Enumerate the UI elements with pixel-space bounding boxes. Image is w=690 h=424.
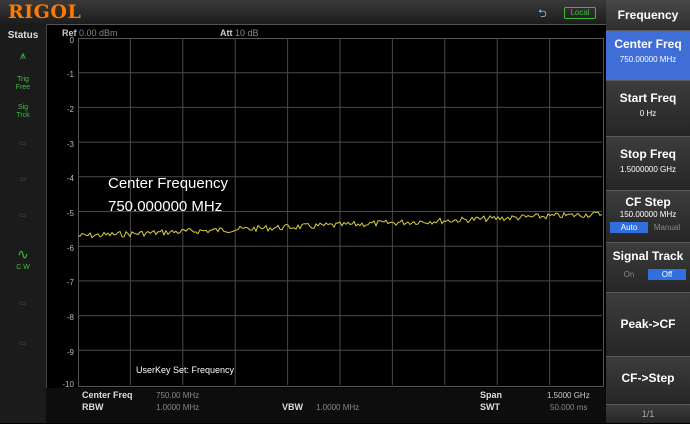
toggle-off[interactable]: Off [648, 269, 686, 280]
toggle-manual[interactable]: Manual [653, 223, 681, 232]
cf-step-mode-toggle[interactable]: Auto Manual [610, 222, 686, 233]
softkey-label: Peak->CF [620, 317, 676, 331]
softkey-label: Signal Track [612, 249, 684, 263]
overlay-value: 750.000000 MHz [108, 198, 223, 215]
bottom-info-bar [46, 388, 606, 423]
menu-page-indicator: 1/1 [606, 404, 690, 423]
softkey-label: CF->Step [621, 371, 675, 385]
status-indicator: ▭ [19, 300, 27, 307]
softkey-value: 750.00000 MHz [619, 55, 677, 64]
grid-lines [78, 38, 602, 385]
peak-to-cf-softkey[interactable]: Peak->CF [606, 292, 690, 356]
y-scale-label: -2 [66, 105, 74, 114]
start-freq-softkey[interactable]: Start Freq 0 Hz [606, 80, 690, 136]
rbw-value: 1.0000 MHz [156, 403, 200, 412]
softkey-label: Center Freq [614, 37, 682, 51]
swt-value: 50.000 ms [550, 403, 588, 412]
softkey-label: CF Step [625, 195, 671, 209]
y-scale-label: -3 [66, 140, 74, 149]
status-panel [0, 24, 47, 423]
signal-track-toggle[interactable]: On Off [610, 269, 686, 280]
rbw-label: RBW [82, 402, 104, 412]
usb-icon: ⮌ [538, 8, 547, 20]
stop-freq-softkey[interactable]: Stop Freq 1.5000000 GHz [606, 136, 690, 190]
y-scale-label: -9 [66, 348, 74, 357]
status-indicator: ▭ [19, 340, 27, 347]
status-cw: C W [16, 264, 30, 271]
softkey-label: Start Freq [619, 91, 677, 105]
y-scale-label: -5 [66, 209, 74, 218]
att-label: Att [220, 28, 233, 38]
status-trigger: Trig Free [15, 76, 31, 91]
softkey-value: 1.5000000 GHz [619, 165, 677, 174]
signal-track-softkey[interactable]: Signal Track On Off [606, 242, 690, 292]
y-scale-label: -1 [66, 70, 74, 79]
center-freq-label: Center Freq [82, 390, 133, 400]
status-title: Status [7, 30, 39, 41]
y-scale-label: -4 [66, 174, 74, 183]
y-scale-label: -6 [66, 244, 74, 253]
spectrum-trace [78, 211, 602, 239]
swt-label: SWT [480, 402, 500, 412]
softkey-label: Stop Freq [620, 147, 676, 161]
y-scale-label: -10 [62, 380, 74, 389]
y-scale-label: -7 [66, 278, 74, 287]
softkey-value: 150.00000 MHz [619, 210, 677, 219]
brand-logo: RIGOL [8, 1, 82, 23]
ref-level: Ref 0.00 dBm [62, 28, 118, 38]
status-indicator: ▭ [19, 176, 27, 183]
userkey-status: UserKey Set: Frequency [136, 365, 235, 375]
span-value: 1.5000 GHz [547, 391, 590, 400]
top-bar [0, 0, 606, 25]
y-scale-label: -8 [66, 313, 74, 322]
local-status-badge: Local [564, 7, 596, 19]
span-label: Span [480, 390, 503, 400]
att-value: 10 dB [235, 28, 259, 38]
ref-value: 0.00 dBm [79, 28, 118, 38]
y-scale-label: 0 [69, 36, 74, 45]
status-indicator: ▭ [19, 140, 27, 147]
status-signal-track: Sig Trck [16, 104, 30, 119]
spectrum-display[interactable] [78, 38, 604, 387]
softkey-value: 0 Hz [639, 109, 657, 118]
ref-label: Ref [62, 28, 77, 38]
toggle-auto[interactable]: Auto [610, 222, 648, 233]
attenuation: Att 10 dB [220, 28, 259, 38]
toggle-on[interactable]: On [623, 270, 635, 279]
center-freq-value: 750.00 MHz [156, 391, 200, 400]
center-freq-softkey[interactable]: Center Freq 750.00000 MHz [606, 30, 690, 80]
menu-title: Frequency [606, 0, 690, 30]
status-indicator: ▭ [19, 212, 27, 219]
cw-wave-icon: ∿ [17, 246, 29, 262]
spectrum-grid [78, 38, 602, 385]
overlay-title: Center Frequency [108, 175, 229, 192]
vbw-value: 1.0000 MHz [316, 403, 360, 412]
cf-step-softkey[interactable]: CF Step 150.00000 MHz Auto Manual [606, 190, 690, 242]
vbw-label: VBW [282, 402, 303, 412]
cf-to-step-softkey[interactable]: CF->Step [606, 356, 690, 404]
antenna-icon: ⩚ [19, 50, 27, 62]
